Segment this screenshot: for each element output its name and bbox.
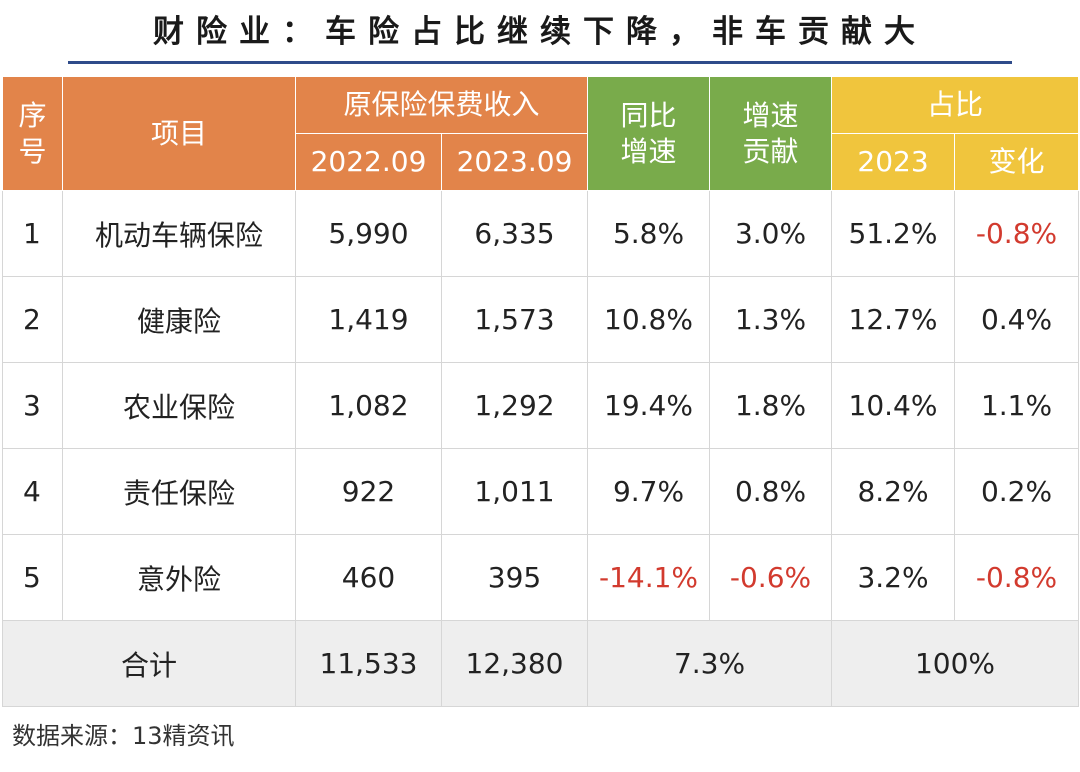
table-row: 2 健康险 1,419 1,573 10.8% 1.3% 12.7% 0.4% xyxy=(2,276,1080,363)
total-row: 合计 11,533 12,380 7.3% 100% xyxy=(2,620,1080,707)
row-index: 5 xyxy=(2,534,63,621)
row-yoy: 19.4% xyxy=(587,362,711,449)
table-row: 3 农业保险 1,082 1,292 19.4% 1.8% 10.4% 1.1% xyxy=(2,362,1080,449)
data-table: 序号 项目 原保险保费收入 同比 增速 增速 贡献 占比 2022.09 2023.… xyxy=(2,76,1080,707)
row-share: 10.4% xyxy=(831,362,956,449)
row-index: 4 xyxy=(2,448,63,535)
row-change: -0.8% xyxy=(954,534,1080,621)
row-curr: 1,011 xyxy=(440,448,589,535)
header-share-year: 2023 xyxy=(831,133,956,191)
row-prev: 922 xyxy=(295,448,442,535)
row-prev: 5,990 xyxy=(295,190,442,277)
row-change: -0.8% xyxy=(954,190,1080,277)
row-prev: 460 xyxy=(295,534,442,621)
page-title: 财险业：车险占比继续下降，非车贡献大 xyxy=(153,14,927,50)
total-growth: 7.3% xyxy=(587,620,833,707)
row-contrib: 0.8% xyxy=(709,448,833,535)
header-year-prev: 2022.09 xyxy=(295,133,442,191)
total-label: 合计 xyxy=(2,620,296,707)
row-contrib: -0.6% xyxy=(709,534,833,621)
row-name: 健康险 xyxy=(62,276,296,363)
row-curr: 1,573 xyxy=(440,276,589,363)
row-curr: 1,292 xyxy=(440,362,589,449)
row-share: 8.2% xyxy=(831,448,956,535)
header-premium-group: 原保险保费收入 xyxy=(294,76,589,134)
table-row: 4 责任保险 922 1,011 9.7% 0.8% 8.2% 0.2% xyxy=(2,448,1080,535)
row-yoy: -14.1% xyxy=(587,534,711,621)
row-curr: 6,335 xyxy=(440,190,589,277)
header-item: 项目 xyxy=(62,76,296,191)
table-row: 5 意外险 460 395 -14.1% -0.6% 3.2% -0.8% xyxy=(2,534,1080,621)
row-index: 3 xyxy=(2,362,63,449)
header-contrib: 增速 贡献 xyxy=(709,76,833,191)
header-share-change: 变化 xyxy=(954,133,1080,191)
total-curr: 12,380 xyxy=(440,620,589,707)
data-source-note: 数据来源：13精资讯 xyxy=(12,722,235,750)
row-curr: 395 xyxy=(440,534,589,621)
row-name: 意外险 xyxy=(62,534,296,621)
row-change: 1.1% xyxy=(954,362,1080,449)
row-contrib: 1.3% xyxy=(709,276,833,363)
row-contrib: 3.0% xyxy=(709,190,833,277)
row-contrib: 1.8% xyxy=(709,362,833,449)
row-index: 1 xyxy=(2,190,63,277)
row-change: 0.4% xyxy=(954,276,1080,363)
row-share: 3.2% xyxy=(831,534,956,621)
row-prev: 1,082 xyxy=(295,362,442,449)
header-seq: 序号 xyxy=(2,76,63,191)
row-share: 12.7% xyxy=(831,276,956,363)
row-change: 0.2% xyxy=(954,448,1080,535)
title-underline xyxy=(68,61,1012,64)
row-share: 51.2% xyxy=(831,190,956,277)
row-name: 机动车辆保险 xyxy=(62,190,296,277)
row-yoy: 10.8% xyxy=(587,276,711,363)
header-share-group: 占比 xyxy=(831,76,1080,134)
row-name: 农业保险 xyxy=(62,362,296,449)
total-prev: 11,533 xyxy=(295,620,442,707)
row-name: 责任保险 xyxy=(62,448,296,535)
total-share: 100% xyxy=(831,620,1080,707)
row-yoy: 9.7% xyxy=(587,448,711,535)
row-index: 2 xyxy=(2,276,63,363)
row-yoy: 5.8% xyxy=(587,190,711,277)
row-prev: 1,419 xyxy=(295,276,442,363)
table-row: 1 机动车辆保险 5,990 6,335 5.8% 3.0% 51.2% -0.… xyxy=(2,190,1080,277)
header-year-curr: 2023.09 xyxy=(440,133,589,191)
header-yoy: 同比 增速 xyxy=(587,76,711,191)
